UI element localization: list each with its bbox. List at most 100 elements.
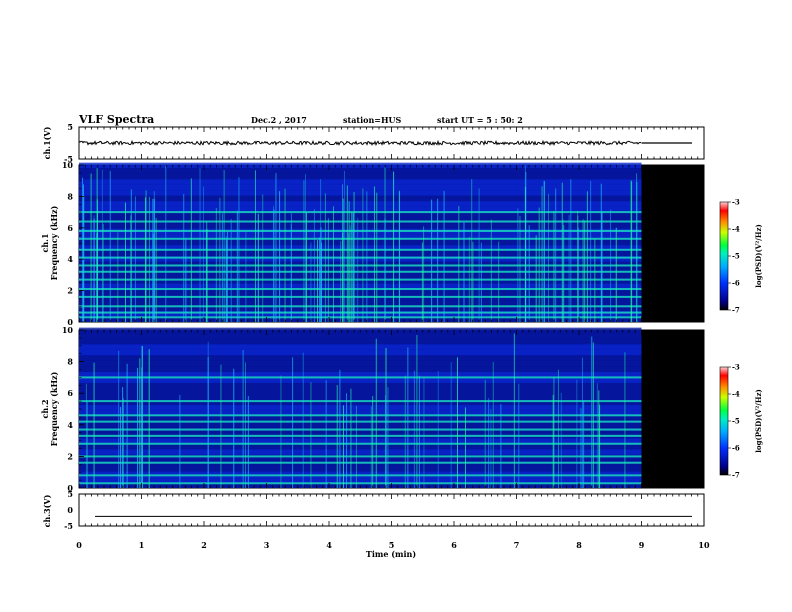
sferic-streak (316, 240, 318, 322)
noise-band-line (79, 376, 642, 379)
sferic-streak (362, 188, 364, 322)
colorbar-scale (719, 366, 729, 476)
sferic-streak (577, 210, 579, 322)
sferic-streak (600, 183, 602, 322)
spectrum-band (79, 201, 642, 207)
sferic-streak (343, 405, 345, 488)
ch3-ytick-label: -5 (64, 521, 73, 531)
spectrum-band (79, 421, 642, 428)
ch1-ytick-label: -5 (64, 154, 73, 164)
noise-band-line (79, 474, 642, 477)
sferic-streak (384, 218, 386, 322)
sferic-streak (560, 392, 562, 488)
sferic-streak (553, 211, 555, 322)
spectrum-band (79, 416, 642, 422)
sferic-streak (416, 335, 418, 488)
sferic-streak (450, 362, 452, 488)
sferic-streak (206, 221, 208, 322)
sferic-streak (221, 213, 223, 322)
sferic-streak (598, 390, 600, 488)
spectrum-band (79, 344, 642, 350)
sferic-streak (93, 362, 95, 488)
sferic-streak (498, 241, 500, 322)
ch1-spectrogram (79, 162, 704, 322)
freq-tick-label: 8 (67, 191, 73, 201)
spectrum-band (79, 393, 642, 400)
sferic-streak (332, 206, 334, 322)
x-tick-label: 7 (514, 540, 520, 550)
sferic-streak (385, 395, 387, 488)
sferic-streak (351, 211, 353, 322)
sferic-streak (262, 194, 264, 322)
sferic-streak (155, 217, 157, 322)
sferic-streak (468, 236, 470, 322)
sferic-streak (552, 394, 554, 488)
sferic-streak (535, 235, 537, 322)
noise-band-line (79, 455, 642, 458)
noise-band-line (79, 295, 642, 298)
noise-band-line (79, 400, 642, 403)
sferic-streak (90, 173, 92, 322)
sferic-streak (336, 385, 338, 488)
sferic-streak (236, 210, 238, 322)
spectrum-band (79, 217, 642, 224)
sferic-streak (465, 407, 467, 488)
sferic-streak (553, 377, 555, 488)
sferic-streak (126, 363, 128, 488)
sferic-streak (343, 170, 345, 322)
sferic-streak (254, 170, 256, 322)
sferic-streak (245, 362, 247, 488)
sferic-streak (557, 369, 559, 488)
sferic-streak (272, 205, 274, 322)
sferic-streak (202, 186, 204, 322)
noise-band-line (79, 264, 642, 267)
colorbar-label: log(PSD)(V²/Hz) (754, 224, 763, 288)
sferic-streak (247, 396, 249, 488)
spectrum-band (79, 256, 642, 262)
sferic-streak (120, 407, 122, 488)
no-data-region (641, 165, 704, 322)
spectrum-band (79, 173, 642, 180)
sferic-streak (340, 240, 342, 322)
spectrum-band (79, 371, 642, 378)
freq-tick-label: 2 (67, 286, 73, 296)
spectrum-band (79, 267, 642, 273)
sferic-streak (179, 395, 181, 488)
sferic-streak (594, 239, 596, 322)
sferic-streak (586, 191, 588, 322)
spectrum-band (79, 206, 642, 213)
sferic-streak (165, 165, 167, 322)
sferic-streak (548, 193, 550, 322)
sferic-streak (610, 209, 612, 322)
spectrum-band (79, 388, 642, 394)
sferic-streak (86, 400, 88, 488)
sferic-streak (591, 336, 593, 488)
spectrum-band (79, 471, 642, 477)
sferic-streak (225, 239, 227, 322)
sferic-streak (223, 170, 225, 322)
noise-band-line (79, 420, 642, 423)
sferic-streak (528, 225, 530, 322)
spectrum-band (79, 283, 642, 290)
freq-tick-label: 4 (67, 420, 73, 430)
sferic-streak (82, 184, 84, 322)
x-axis-label: Time (min) (366, 549, 416, 559)
spectrum-band (79, 349, 642, 356)
sferic-streak (492, 362, 494, 488)
spectrum-band (79, 438, 642, 444)
spectrum-band (79, 179, 642, 185)
sferic-streak (407, 347, 409, 488)
sferic-streak (463, 222, 465, 322)
noise-band-line (79, 248, 642, 251)
sferic-streak (134, 196, 136, 322)
sferic-streak (423, 226, 425, 322)
sferic-streak (404, 375, 406, 488)
sferic-streak (226, 231, 228, 322)
colorbar-tick-label: -7 (732, 471, 740, 480)
spectrum-band (79, 476, 642, 483)
sferic-streak (313, 209, 315, 322)
sferic-streak (230, 218, 232, 322)
spectrum-band (79, 360, 642, 367)
